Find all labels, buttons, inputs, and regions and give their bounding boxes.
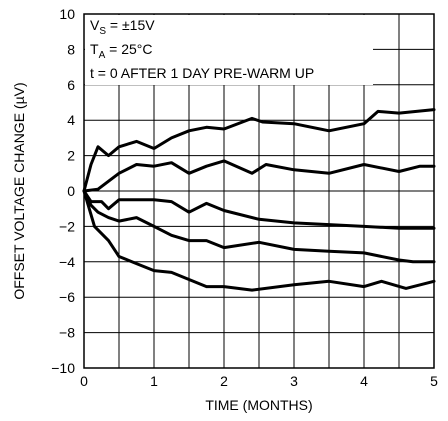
x-axis-label: TIME (MONTHS): [205, 397, 312, 413]
annotation-temperature: TA = 25°C: [90, 41, 152, 61]
y-tick-label: 4: [67, 112, 75, 128]
y-tick-label: 10: [59, 6, 75, 22]
y-tick-label: −2: [59, 218, 75, 234]
y-axis-label: OFFSET VOLTAGE CHANGE (µV): [11, 82, 27, 299]
series-line-4: [82, 189, 436, 264]
plot-frame: [83, 13, 435, 369]
annotation-warmup: t = 0 AFTER 1 DAY PRE-WARM UP: [90, 65, 314, 81]
tick-labels: −10 −8 −6 −4 −2 0 2 4 6 8 10 0 1 2 3 4 5: [51, 6, 438, 389]
y-tick-label: 6: [67, 77, 75, 93]
series-lines: [82, 108, 436, 292]
series-line-1: [82, 108, 436, 193]
y-tick-label: −8: [59, 325, 75, 341]
y-tick-label: −6: [59, 289, 75, 305]
x-tick-label: 2: [220, 373, 228, 389]
x-tick-label: 1: [150, 373, 158, 389]
annotation-block: VS = ±15V TA = 25°C t = 0 AFTER 1 DAY PR…: [85, 15, 373, 85]
x-tick-label: 0: [80, 373, 88, 389]
y-tick-label: 8: [67, 41, 75, 57]
y-tick-label: 2: [67, 148, 75, 164]
x-tick-label: 3: [290, 373, 298, 389]
x-tick-label: 4: [360, 373, 368, 389]
y-tick-label: −4: [59, 254, 75, 270]
annotation-background: [85, 15, 373, 85]
series-line-3: [82, 189, 436, 230]
y-tick-label: −10: [51, 360, 75, 376]
x-tick-label: 5: [430, 373, 438, 389]
y-tick-label: 0: [67, 183, 75, 199]
annotation-supply-voltage: VS = ±15V: [90, 17, 155, 37]
series-line-2: [82, 159, 436, 193]
series-line-5: [82, 189, 436, 292]
